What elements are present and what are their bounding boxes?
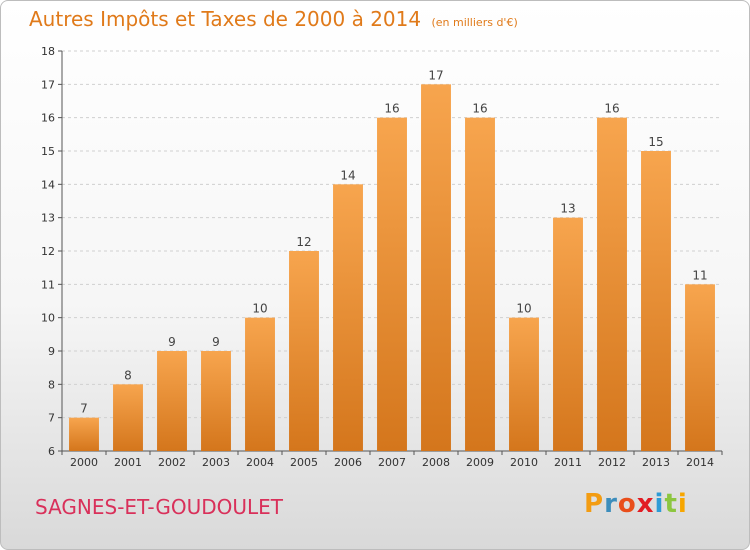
x-tick-label: 2001 — [114, 456, 142, 469]
bar-value-label: 11 — [692, 268, 707, 282]
bar-value-label: 16 — [472, 102, 487, 116]
value-labels: 7 8 9 9 10 12 14 16 17 16 10 13 16 15 11 — [80, 68, 707, 415]
proxiti-logo[interactable]: Proxiti — [584, 489, 688, 519]
bar-value-label: 8 — [124, 368, 132, 382]
y-tick-label: 8 — [48, 378, 55, 391]
y-tick-label: 9 — [48, 345, 55, 358]
y-tick-label: 6 — [48, 445, 55, 458]
bar — [113, 384, 143, 451]
bar-value-label: 12 — [296, 235, 311, 249]
bar-value-label: 13 — [560, 202, 575, 216]
bar-value-label: 10 — [516, 302, 531, 316]
y-tick-label: 11 — [41, 278, 55, 291]
x-tick-label: 2012 — [598, 456, 626, 469]
bar — [69, 417, 99, 451]
y-tick-label: 10 — [41, 312, 55, 325]
y-tick-label: 7 — [48, 412, 55, 425]
x-tick-label: 2007 — [378, 456, 406, 469]
bar — [201, 351, 231, 451]
x-tick-label: 2014 — [686, 456, 714, 469]
bar — [245, 317, 275, 451]
chart-title-text: Autres Impôts et Taxes de 2000 à 2014 — [29, 7, 422, 31]
chart-title: Autres Impôts et Taxes de 2000 à 2014 (e… — [29, 7, 518, 31]
y-tick-labels: 6 7 8 9 10 11 12 13 14 15 16 17 18 — [41, 45, 55, 458]
x-tick-label: 2005 — [290, 456, 318, 469]
bar — [685, 284, 715, 451]
commune-name: SAGNES-ET-GOUDOULET — [35, 495, 284, 519]
y-tick-label: 12 — [41, 245, 55, 258]
bar — [157, 351, 187, 451]
x-tick-label: 2002 — [158, 456, 186, 469]
bar-value-label: 17 — [428, 68, 443, 82]
logo-letter: o — [617, 489, 637, 519]
x-tick-label: 2006 — [334, 456, 362, 469]
y-tick-label: 13 — [41, 212, 55, 225]
bar — [421, 84, 451, 451]
y-tick-label: 17 — [41, 78, 55, 91]
bar-value-label: 15 — [648, 135, 663, 149]
bar-value-label: 9 — [168, 335, 176, 349]
y-tick-label: 14 — [41, 178, 55, 191]
logo-letter: i — [654, 489, 665, 519]
x-tick-label: 2004 — [246, 456, 274, 469]
bar-value-label: 16 — [384, 102, 399, 116]
x-tick-label: 2011 — [554, 456, 582, 469]
bar-value-label: 14 — [340, 168, 355, 182]
logo-letter: r — [604, 489, 618, 519]
bar-value-label: 16 — [604, 102, 619, 116]
bar — [509, 317, 539, 451]
x-tick-label: 2009 — [466, 456, 494, 469]
x-tick-labels: 2000 2001 2002 2003 2004 2005 2006 2007 2008 2009… — [70, 456, 714, 469]
x-tick-label: 2010 — [510, 456, 538, 469]
bar-value-label: 10 — [252, 302, 267, 316]
chart-unit: (en milliers d'€) — [431, 16, 518, 29]
bar — [597, 117, 627, 452]
y-tick-label: 18 — [41, 45, 55, 58]
bar — [333, 184, 363, 452]
bar — [553, 217, 583, 451]
y-tick-label: 15 — [41, 145, 55, 158]
bars — [69, 84, 715, 452]
bar — [289, 251, 319, 451]
x-tick-label: 2003 — [202, 456, 230, 469]
bar-value-label: 7 — [80, 402, 88, 416]
logo-letter: P — [584, 489, 605, 519]
x-tick-label: 2013 — [642, 456, 670, 469]
bar — [641, 151, 671, 451]
x-tick-label: 2008 — [422, 456, 450, 469]
bar — [465, 117, 495, 452]
bar-value-label: 9 — [212, 335, 220, 349]
logo-letter: i — [677, 489, 688, 519]
logo-letter: t — [664, 489, 678, 519]
logo-letter: x — [636, 489, 655, 519]
bar — [377, 117, 407, 452]
y-tick-label: 16 — [41, 112, 55, 125]
x-tick-label: 2000 — [70, 456, 98, 469]
